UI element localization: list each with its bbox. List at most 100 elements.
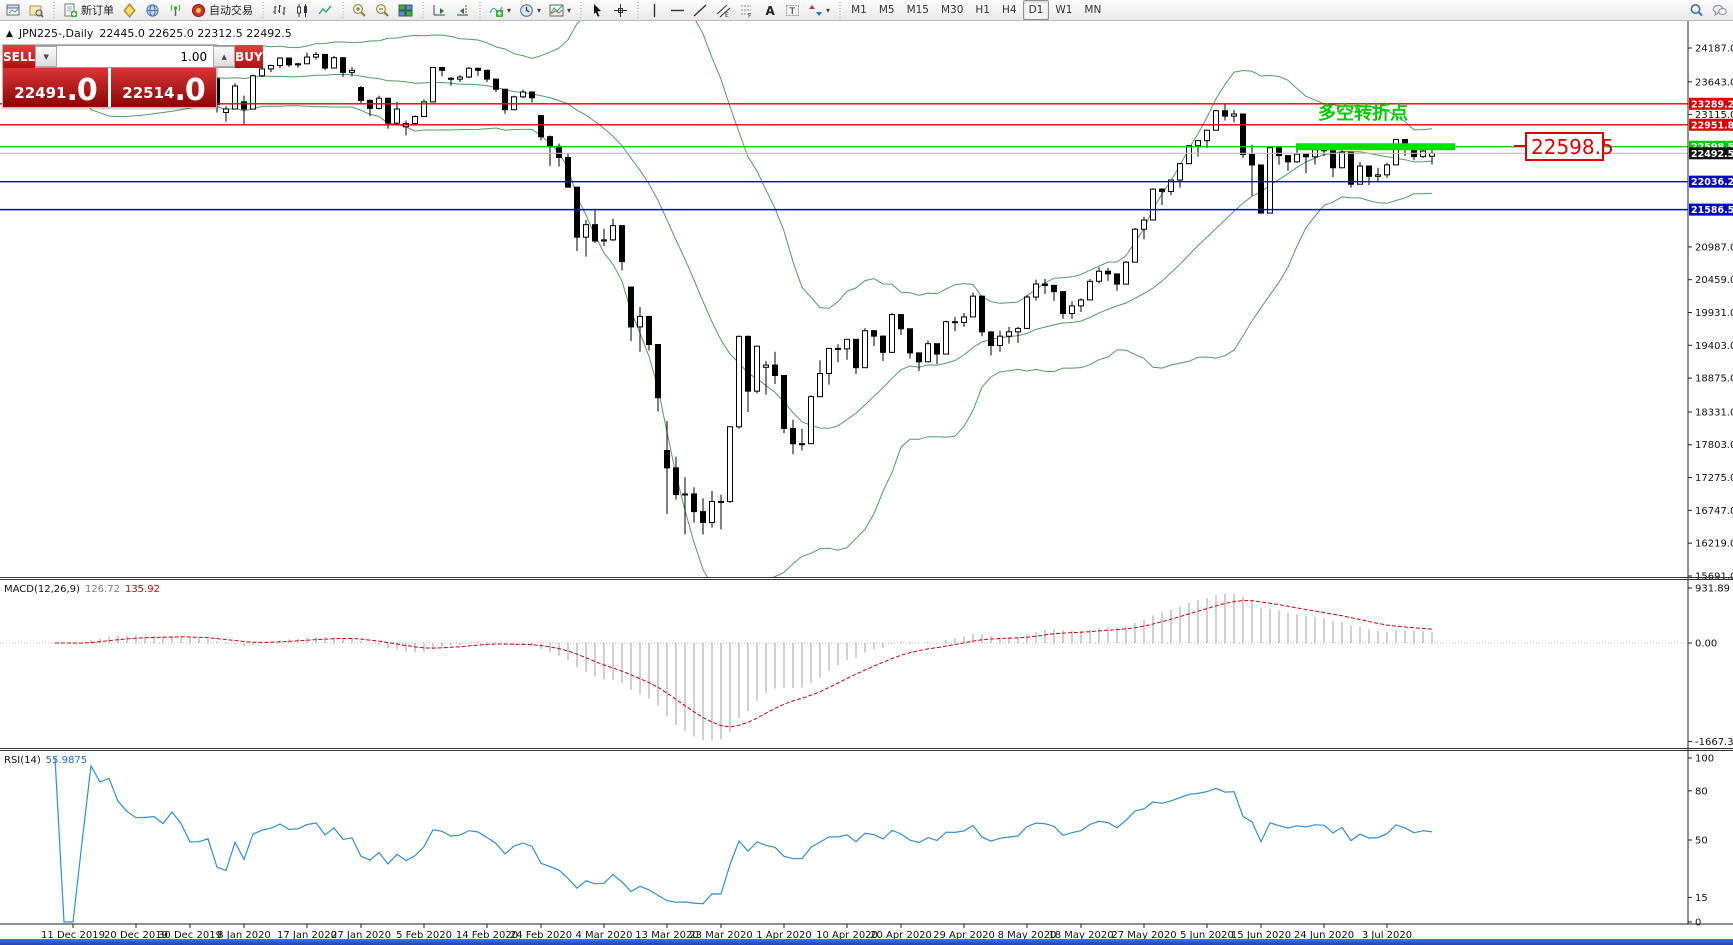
linechart-icon [318, 3, 333, 18]
sell-button[interactable]: SELL [3, 45, 36, 68]
bar-chart-button[interactable] [268, 0, 291, 20]
timeframe-m5-button[interactable]: M5 [878, 4, 895, 16]
timeframe-mn-button[interactable]: MN [1084, 4, 1102, 16]
svg-text:17275.0: 17275.0 [1695, 473, 1733, 484]
rsi-label: RSI(14) 55.9875 [4, 755, 87, 766]
crosshair-button[interactable] [609, 0, 632, 20]
sell-price[interactable]: 22491.0 [3, 68, 108, 107]
candlestick-button[interactable] [291, 0, 314, 20]
price-flag[interactable]: 22598.5 [1514, 132, 1614, 161]
chat-button[interactable] [1708, 0, 1731, 20]
trendline-button[interactable] [689, 0, 712, 20]
search-button[interactable] [1685, 0, 1708, 20]
svg-text:5 Jun 2020: 5 Jun 2020 [1180, 930, 1234, 941]
annotation-text[interactable]: 多空转折点 [1318, 102, 1408, 124]
text-button[interactable]: A [758, 0, 781, 20]
chartwin-icon [6, 3, 21, 18]
svg-text:3 Jul 2020: 3 Jul 2020 [1362, 930, 1412, 941]
tile-windows-button[interactable] [394, 0, 417, 20]
svg-text:5 Feb 2020: 5 Feb 2020 [396, 930, 452, 941]
chat-icon [1712, 3, 1727, 18]
timeframe-h4-button[interactable]: H4 [1001, 4, 1017, 16]
buy-button[interactable]: BUY [235, 45, 263, 68]
toolbar-separator [476, 2, 483, 18]
fibonacci-button[interactable]: F [735, 0, 758, 20]
zoom-out-button[interactable] [371, 0, 394, 20]
line-chart-button[interactable] [314, 0, 337, 20]
buy-price[interactable]: 22514.0 [111, 68, 216, 107]
svg-text:0: 0 [1695, 918, 1701, 929]
volume-up-button[interactable]: ▲ [213, 46, 236, 67]
toolbar-separator [577, 2, 585, 18]
svg-text:23289.2: 23289.2 [1691, 99, 1733, 110]
cursor-button[interactable] [586, 0, 609, 20]
symbol-icon: ▲ [6, 28, 13, 39]
svg-text:4 Mar 2020: 4 Mar 2020 [575, 930, 632, 941]
crosshair-icon [613, 3, 628, 18]
svg-text:-1667.31: -1667.31 [1695, 737, 1733, 748]
autotrading-button-label: 自动交易 [209, 4, 253, 17]
rsi-pane [54, 757, 1433, 923]
price-axis[interactable]: 24187.0 23643.0 23115.0 20987.0 20459.0 19931… [1687, 21, 1733, 929]
fibo-icon: F [739, 3, 754, 18]
tile-icon [398, 3, 413, 18]
profiles-icon[interactable] [25, 0, 48, 20]
timeframe-w1-button[interactable]: W1 [1055, 4, 1073, 16]
arrows-button[interactable]: ▾ [804, 0, 834, 20]
periods-button[interactable]: ▾ [515, 0, 545, 20]
autoscroll-icon [432, 3, 447, 18]
svg-text:13 Mar 2020: 13 Mar 2020 [635, 930, 698, 941]
globe-icon [145, 3, 160, 18]
svg-text:A: A [766, 4, 776, 18]
indicators-button[interactable]: ▾ [485, 0, 515, 20]
chart-shift-button[interactable] [451, 0, 474, 20]
timeframe-d1-button[interactable]: D1 [1022, 0, 1050, 20]
timeframe-m15-button[interactable]: M15 [906, 4, 929, 16]
svg-text:15 Jun 2020: 15 Jun 2020 [1231, 930, 1291, 941]
toolbar-separator [634, 2, 642, 18]
volume-input[interactable] [57, 46, 214, 67]
auto-scroll-button[interactable] [428, 0, 451, 20]
svg-text:18875.0: 18875.0 [1695, 374, 1733, 385]
svg-text:27 Jan 2020: 27 Jan 2020 [331, 930, 391, 941]
autotrading-button[interactable]: 自动交易 [187, 0, 257, 20]
svg-text:14 Feb 2020: 14 Feb 2020 [456, 930, 518, 941]
toolbar-separator [836, 2, 844, 18]
community-icon[interactable] [141, 0, 164, 20]
svg-text:22951.8: 22951.8 [1691, 120, 1733, 131]
indicators-icon [489, 3, 504, 18]
svg-text:24187.0: 24187.0 [1695, 44, 1733, 55]
symbol-title: ▲ JPN225-,Daily 22445.0 22625.0 22312.5 … [6, 27, 292, 40]
volume-down-button[interactable]: ▼ [35, 46, 58, 67]
new-order-button[interactable]: 新订单 [59, 0, 118, 20]
timeframe-h1-button[interactable]: H1 [975, 4, 990, 16]
vertical-line-button[interactable] [643, 0, 666, 20]
channel-button[interactable]: E [712, 0, 735, 20]
hline-icon [670, 3, 685, 18]
zoom-in-button[interactable] [348, 0, 371, 20]
zoomout-icon [375, 3, 390, 18]
svg-text:15: 15 [1695, 893, 1708, 904]
horizontal-line-button[interactable] [666, 0, 689, 20]
tline-icon [693, 3, 708, 18]
svg-text:18331.0: 18331.0 [1695, 407, 1733, 418]
toolbar-separator [259, 2, 266, 18]
svg-text:8 Jan 2020: 8 Jan 2020 [217, 930, 271, 941]
svg-text:19403.0: 19403.0 [1695, 341, 1733, 352]
text-label-button[interactable]: T [781, 0, 804, 20]
timeframe-m1-button[interactable]: M1 [851, 4, 867, 16]
cursor-icon [590, 3, 605, 18]
textA-icon: A [762, 3, 777, 18]
rsi-line [54, 757, 1433, 923]
templates-button[interactable]: ▾ [545, 0, 575, 20]
horizontal-level-lines[interactable] [0, 103, 1688, 211]
chart-window-icon[interactable] [2, 0, 25, 20]
chevron-down-icon: ▾ [507, 5, 512, 15]
signals-icon[interactable] [164, 0, 187, 20]
svg-text:21586.5: 21586.5 [1691, 205, 1733, 216]
metaeditor-icon[interactable] [118, 0, 141, 20]
timeframe-m30-button[interactable]: M30 [940, 4, 964, 16]
